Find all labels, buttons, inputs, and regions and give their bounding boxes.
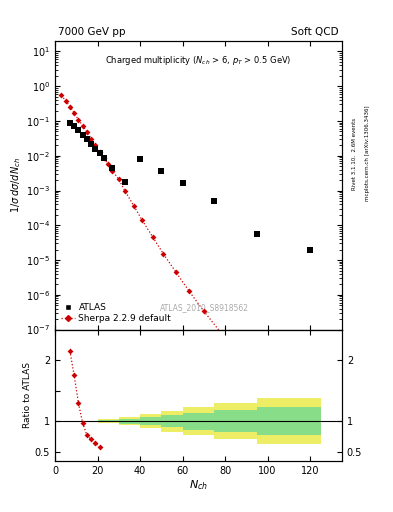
Text: ATLAS_2010_S8918562: ATLAS_2010_S8918562 xyxy=(160,303,249,312)
Point xyxy=(71,122,77,130)
Point xyxy=(88,140,94,148)
Text: Charged multiplicity ($N_{ch}$ > 6, $p_T$ > 0.5 GeV): Charged multiplicity ($N_{ch}$ > 6, $p_T… xyxy=(105,54,292,67)
Point xyxy=(158,167,164,175)
Point xyxy=(75,399,81,407)
Point xyxy=(307,429,313,437)
Y-axis label: Ratio to ATLAS: Ratio to ATLAS xyxy=(23,362,32,428)
Point xyxy=(122,178,128,186)
Text: Rivet 3.1.10,  2.6M events: Rivet 3.1.10, 2.6M events xyxy=(352,118,357,189)
Point xyxy=(67,347,73,355)
Point xyxy=(88,135,94,143)
Point xyxy=(237,351,243,359)
Point xyxy=(160,250,167,258)
Text: mcplots.cern.ch [arXiv:1306.3436]: mcplots.cern.ch [arXiv:1306.3436] xyxy=(365,106,371,201)
Point xyxy=(211,197,218,205)
Point xyxy=(218,329,224,337)
Point xyxy=(62,97,69,105)
Point xyxy=(71,371,77,379)
Point xyxy=(116,175,122,183)
Point xyxy=(58,91,64,99)
Point xyxy=(122,187,128,196)
Point xyxy=(254,230,260,239)
Point xyxy=(173,268,179,276)
Point xyxy=(150,233,156,241)
Point xyxy=(88,435,94,443)
Point xyxy=(71,109,77,117)
Y-axis label: $1/\sigma\,d\sigma/dN_{ch}$: $1/\sigma\,d\sigma/dN_{ch}$ xyxy=(9,157,23,214)
Point xyxy=(97,443,103,452)
Point xyxy=(79,419,86,427)
Point xyxy=(97,147,103,156)
Point xyxy=(137,155,143,163)
Point xyxy=(79,122,86,130)
Point xyxy=(92,439,99,447)
Point xyxy=(75,115,81,123)
Point xyxy=(97,149,103,157)
Point xyxy=(130,201,137,209)
Point xyxy=(67,119,73,127)
Point xyxy=(84,135,90,143)
Point xyxy=(109,167,116,175)
Point xyxy=(281,401,288,409)
Text: Soft QCD: Soft QCD xyxy=(292,27,339,37)
Point xyxy=(92,141,99,150)
Point xyxy=(101,154,107,162)
Point xyxy=(186,287,192,295)
Point xyxy=(84,128,90,136)
X-axis label: $N_{ch}$: $N_{ch}$ xyxy=(189,478,208,492)
Point xyxy=(67,102,73,111)
Point xyxy=(92,144,99,153)
Point xyxy=(179,179,185,187)
Point xyxy=(307,245,313,253)
Text: 7000 GeV pp: 7000 GeV pp xyxy=(58,27,125,37)
Point xyxy=(105,160,111,168)
Legend: ATLAS, Sherpa 2.2.9 default: ATLAS, Sherpa 2.2.9 default xyxy=(59,301,173,325)
Point xyxy=(201,307,207,315)
Point xyxy=(84,431,90,439)
Point xyxy=(101,154,107,162)
Point xyxy=(258,376,264,384)
Point xyxy=(79,131,86,139)
Point xyxy=(75,126,81,134)
Point xyxy=(109,164,116,172)
Point xyxy=(139,216,145,224)
